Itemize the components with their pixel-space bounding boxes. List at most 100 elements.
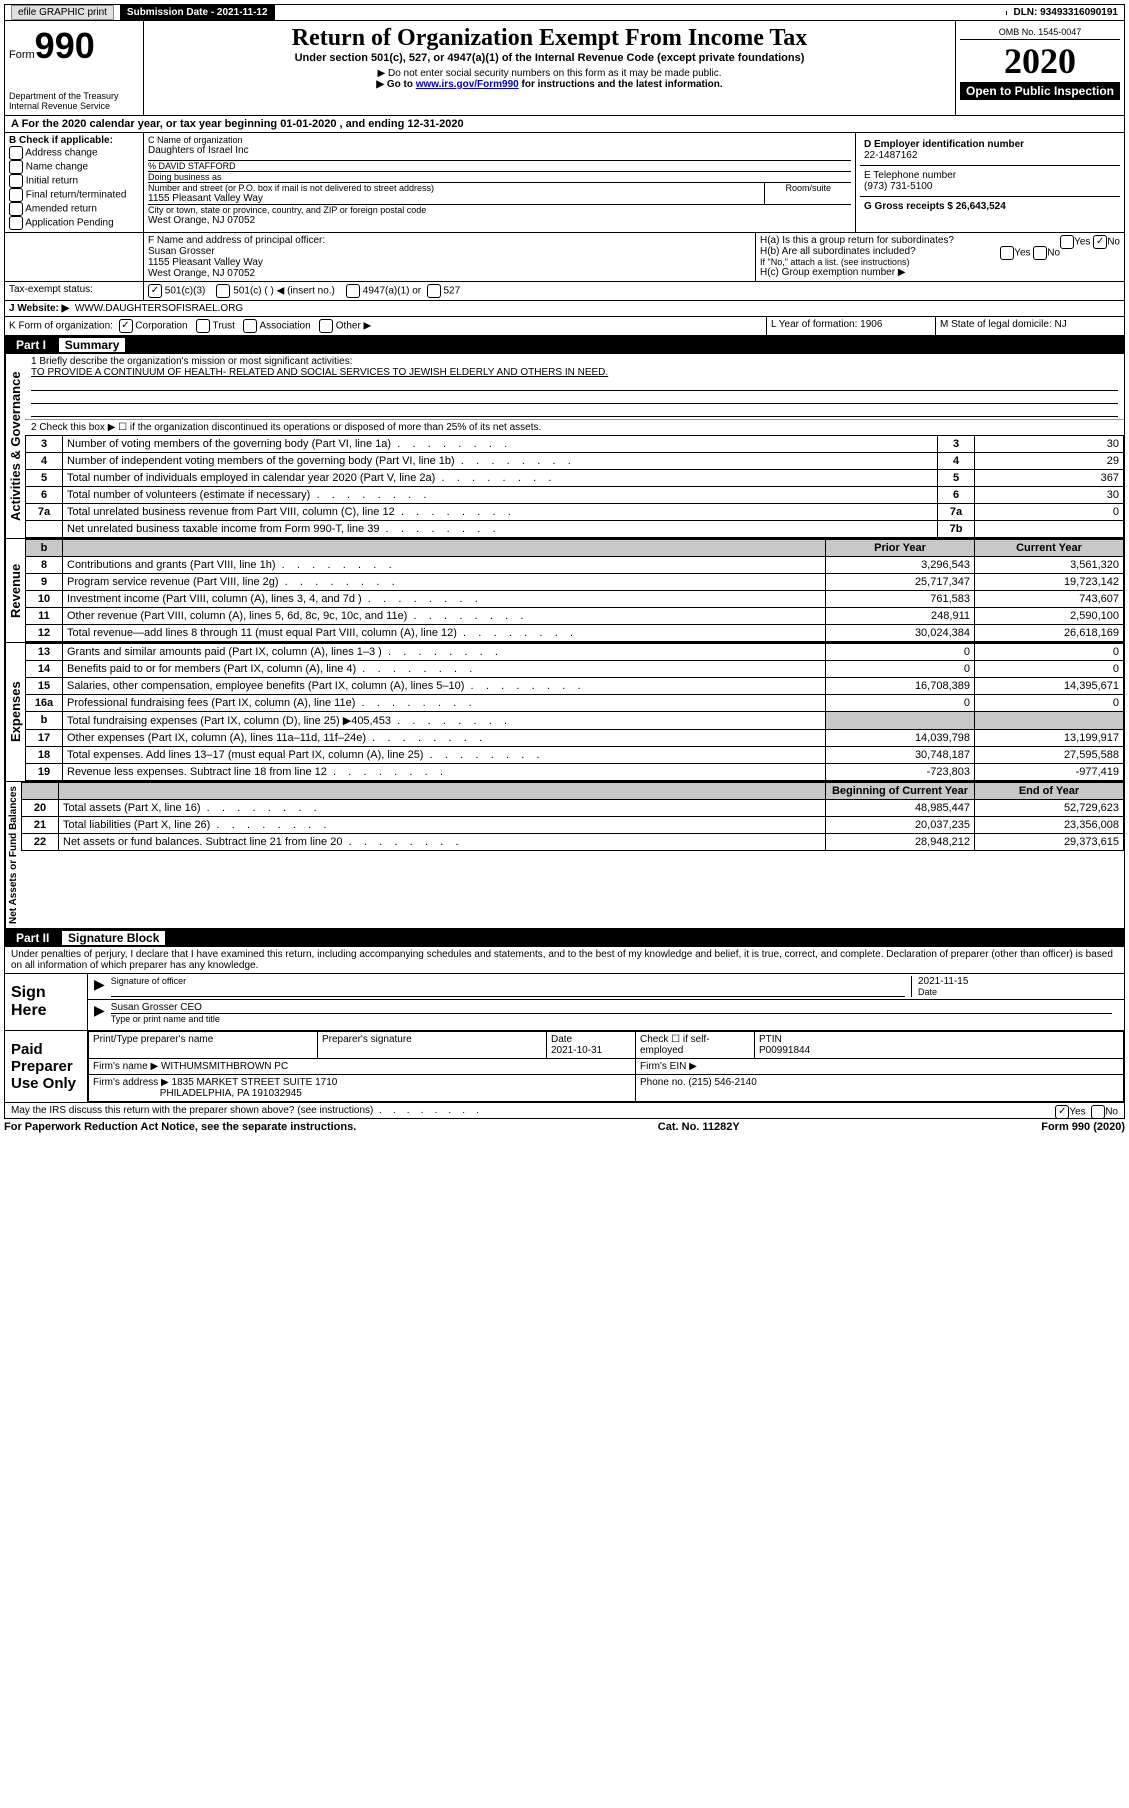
line-num: 21 xyxy=(22,817,59,834)
discuss-question: May the IRS discuss this return with the… xyxy=(11,1105,479,1116)
h-b: H(b) Are all subordinates included? xyxy=(760,246,916,257)
perjury-text: Under penalties of perjury, I declare th… xyxy=(4,947,1125,974)
dln: DLN: 93493316090191 xyxy=(1007,5,1124,20)
h-a: H(a) Is this a group return for subordin… xyxy=(760,235,954,246)
curr-val: 23,356,008 xyxy=(975,817,1124,834)
curr-val: 14,395,671 xyxy=(975,678,1124,695)
hb-no-check[interactable] xyxy=(1033,246,1047,260)
box-j-label: J Website: ▶ xyxy=(9,303,69,314)
curr-val: 27,595,588 xyxy=(975,747,1124,764)
part2-bar: Part II Signature Block xyxy=(4,929,1125,947)
vlabel-revenue: Revenue xyxy=(5,539,25,642)
line-num: b xyxy=(26,712,63,730)
ptin: P00991844 xyxy=(759,1045,810,1056)
form-note-1: ▶ Do not enter social security numbers o… xyxy=(148,68,951,79)
line-text: Total unrelated business revenue from Pa… xyxy=(63,504,938,521)
footer-right: Form 990 (2020) xyxy=(1041,1121,1125,1133)
officer-addr: 1155 Pleasant Valley Way xyxy=(148,257,751,268)
prior-val xyxy=(826,712,975,730)
street-address: 1155 Pleasant Valley Way xyxy=(148,193,764,204)
curr-val: 0 xyxy=(975,644,1124,661)
box-k-label: K Form of organization: xyxy=(9,321,113,332)
h-note: If "No," attach a list. (see instruction… xyxy=(760,257,1120,267)
trust-check[interactable] xyxy=(196,319,210,333)
curr-val: 2,590,100 xyxy=(975,608,1124,625)
boxb-check[interactable] xyxy=(9,174,23,188)
boxb-item: Initial return xyxy=(26,176,78,187)
opt-4947: 4947(a)(1) or xyxy=(363,286,421,297)
boxb-check[interactable] xyxy=(9,160,23,174)
501c-check[interactable] xyxy=(216,284,230,298)
corp-check[interactable]: ✓ xyxy=(119,319,133,333)
line-text: Total number of individuals employed in … xyxy=(63,470,938,487)
line-val: 29 xyxy=(975,453,1124,470)
firm-addr2: PHILADELPHIA, PA 191032945 xyxy=(160,1088,302,1099)
line-num: 16a xyxy=(26,695,63,712)
box-b-label: B Check if applicable: xyxy=(9,135,139,146)
prior-val: 761,583 xyxy=(826,591,975,608)
opt-other: Other ▶ xyxy=(336,321,371,332)
arrow-icon-2: ▶ xyxy=(94,1002,105,1024)
form990-link[interactable]: www.irs.gov/Form990 xyxy=(416,79,519,90)
ha-yes-check[interactable] xyxy=(1060,235,1074,249)
care-of: % DAVID STAFFORD xyxy=(148,160,851,171)
boxb-check[interactable] xyxy=(9,188,23,202)
boxb-check[interactable] xyxy=(9,146,23,160)
hb-yes-check[interactable] xyxy=(1000,246,1014,260)
prior-val: 20,037,235 xyxy=(826,817,975,834)
discuss-no-check[interactable] xyxy=(1091,1105,1105,1119)
line-text: Grants and similar amounts paid (Part IX… xyxy=(63,644,826,661)
line-text: Contributions and grants (Part VIII, lin… xyxy=(63,557,826,574)
line-text: Net assets or fund balances. Subtract li… xyxy=(59,834,826,851)
line-text: Total fundraising expenses (Part IX, col… xyxy=(63,712,826,730)
discuss-yes-check[interactable]: ✓ xyxy=(1055,1105,1069,1119)
4947-check[interactable] xyxy=(346,284,360,298)
sign-date: 2021-11-15 xyxy=(918,976,1118,987)
line-num: 20 xyxy=(22,800,59,817)
ein-value: 22-1487162 xyxy=(864,150,1116,161)
website-value: WWW.DAUGHTERSOFISRAEL.ORG xyxy=(75,303,243,314)
box-c-name-label: C Name of organization xyxy=(148,135,851,145)
efile-button[interactable]: efile GRAPHIC print xyxy=(11,5,114,20)
line-num: 13 xyxy=(26,644,63,661)
assoc-check[interactable] xyxy=(243,319,257,333)
box-g: G Gross receipts $ 26,643,524 xyxy=(860,197,1120,216)
ha-yes: Yes xyxy=(1074,237,1090,248)
officer-name: Susan Grosser xyxy=(148,246,751,257)
period-row: A For the 2020 calendar year, or tax yea… xyxy=(4,116,1125,133)
prior-val: 28,948,212 xyxy=(826,834,975,851)
arrow-icon: ▶ xyxy=(94,976,105,997)
hdr-prior: Prior Year xyxy=(826,540,975,557)
line-text: Other revenue (Part VIII, column (A), li… xyxy=(63,608,826,625)
boxb-check[interactable] xyxy=(9,202,23,216)
form-subtitle: Under section 501(c), 527, or 4947(a)(1)… xyxy=(148,52,951,64)
room-label: Room/suite xyxy=(764,183,851,204)
opt-trust: Trust xyxy=(213,321,235,332)
officer-group-block: F Name and address of principal officer:… xyxy=(4,233,1125,282)
line-text: Total liabilities (Part X, line 26) xyxy=(59,817,826,834)
form-title: Return of Organization Exempt From Incom… xyxy=(148,25,951,52)
curr-val: 0 xyxy=(975,695,1124,712)
firm-addr1: 1835 MARKET STREET SUITE 1710 xyxy=(172,1077,338,1088)
line-text: Total revenue—add lines 8 through 11 (mu… xyxy=(63,625,826,642)
527-check[interactable] xyxy=(427,284,441,298)
k-l-m-block: K Form of organization: ✓ Corporation Tr… xyxy=(4,317,1125,336)
boxb-check[interactable] xyxy=(9,216,23,230)
addr-label: Number and street (or P.O. box if mail i… xyxy=(148,183,764,193)
prior-val: 30,748,187 xyxy=(826,747,975,764)
website-block: J Website: ▶ WWW.DAUGHTERSOFISRAEL.ORG xyxy=(4,301,1125,317)
box-f-label: F Name and address of principal officer: xyxy=(148,235,751,246)
ha-no-check[interactable]: ✓ xyxy=(1093,235,1107,249)
curr-val: 52,729,623 xyxy=(975,800,1124,817)
prior-val: 3,296,543 xyxy=(826,557,975,574)
footer-mid: Cat. No. 11282Y xyxy=(658,1121,740,1133)
line-ref: 7b xyxy=(938,521,975,538)
signer-name: Susan Grosser CEO xyxy=(111,1002,1112,1013)
501c3-check[interactable]: ✓ xyxy=(148,284,162,298)
line-text: Total assets (Part X, line 16) xyxy=(59,800,826,817)
form-label: Form xyxy=(9,49,35,61)
sign-date-label: Date xyxy=(918,987,1118,997)
line-num: 15 xyxy=(26,678,63,695)
other-check[interactable] xyxy=(319,319,333,333)
curr-val: 3,561,320 xyxy=(975,557,1124,574)
